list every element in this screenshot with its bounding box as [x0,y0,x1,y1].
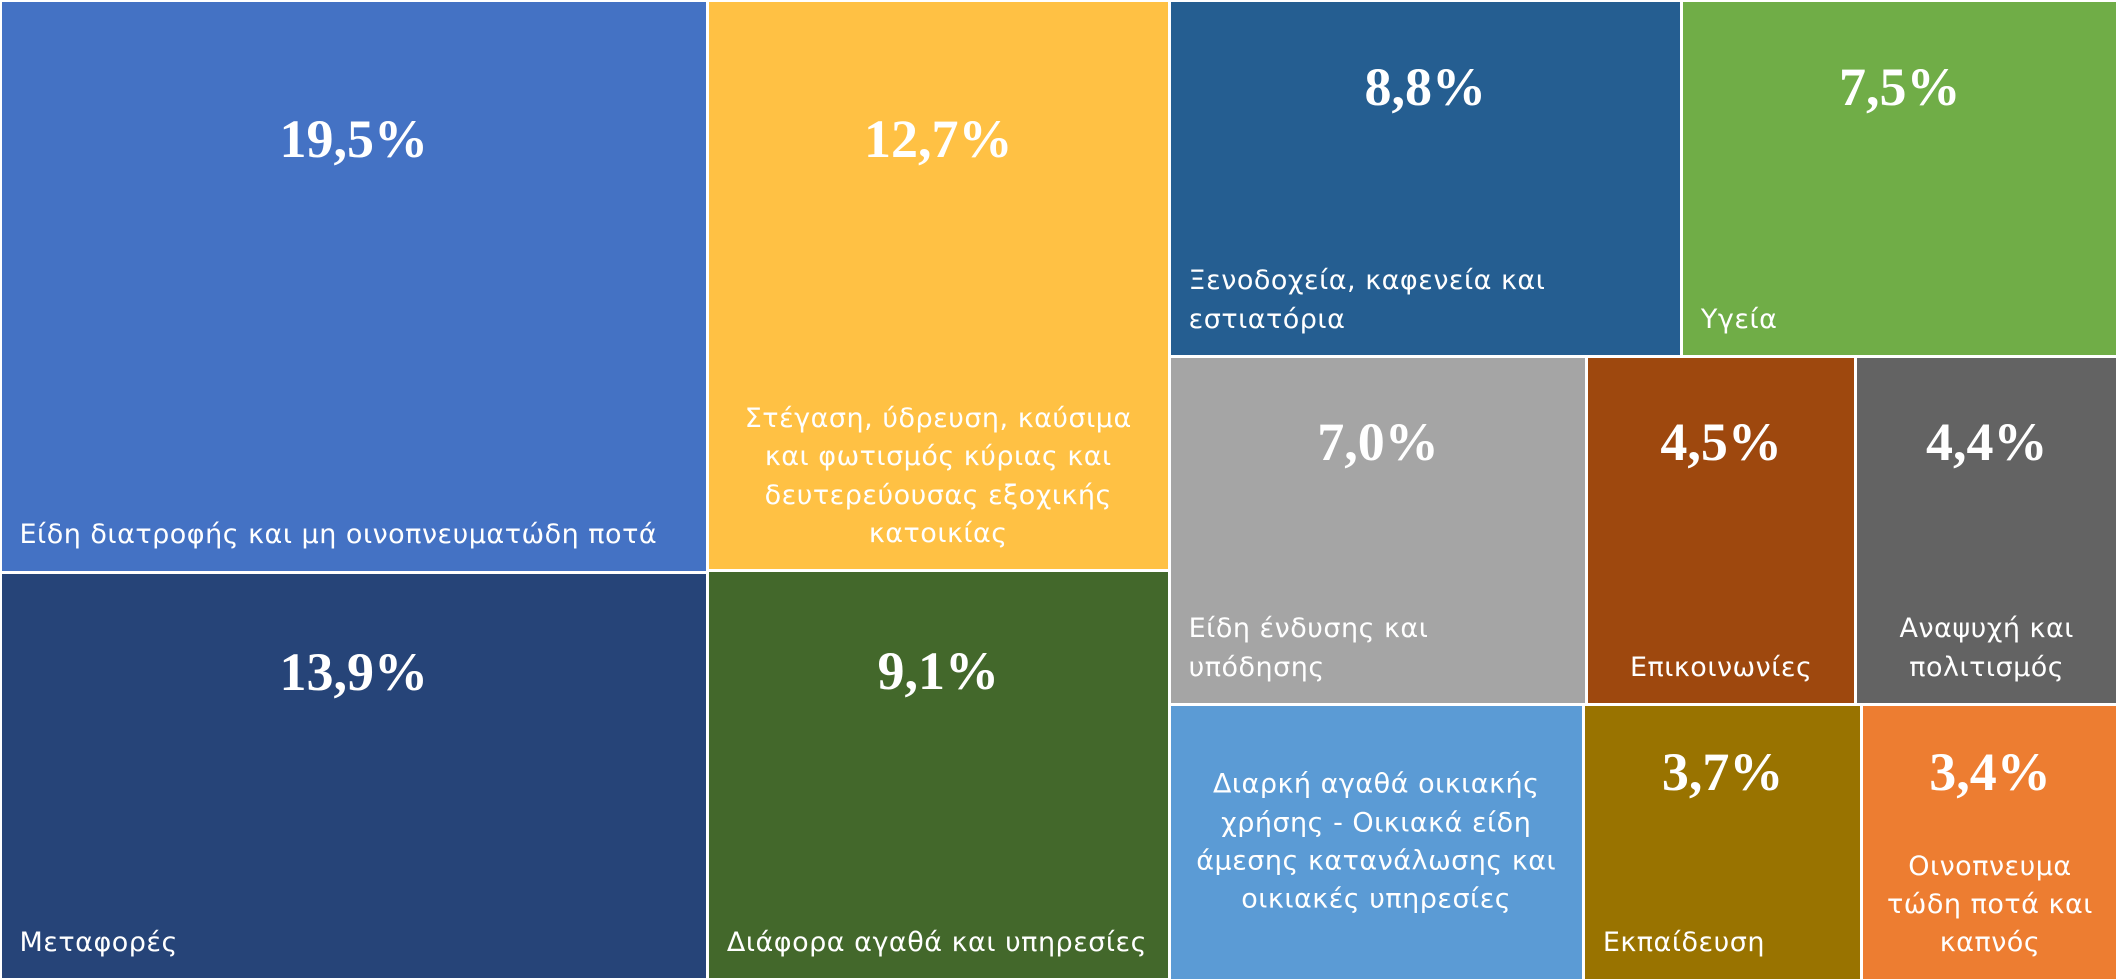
category-label: Διαρκή αγαθά οικιακής χρήσης - Οικιακά ε… [1196,768,1557,915]
value-label: 4,5% [1660,411,1782,472]
value-label: 7,5% [1838,57,1961,118]
treemap-cell: 8,8% Ξενοδοχεία, καφενεία και εστιατόρια [1170,1,1680,356]
treemap-cell: 13,9% Μεταφορές [1,573,706,979]
value-label: 12,7% [864,108,1013,169]
value-label: 3,4% [1929,742,2051,803]
category-label: Επικοινωνίες [1629,651,1813,683]
category-label: Στέγαση, ύδρευση, καύσιμα και φωτισμός κ… [744,403,1132,550]
value-label: 8,8% [1364,57,1487,118]
treemap-cell: 7,5% Υγεία [1682,1,2117,356]
value-label: 13,9% [279,641,428,702]
value-label: 4,4% [1925,411,2048,472]
category-label: Μεταφορές [19,927,178,959]
category-label: Είδη διατροφής και μη οινοπνευματώδη ποτ… [19,519,658,551]
treemap-cell: 3,7% Εκπαίδευση [1584,705,1861,979]
category-label: Εκπαίδευση [1602,927,1765,959]
treemap-cell: 19,5% Είδη διατροφής και μη οινοπνευματώδ… [1,1,706,571]
treemap-cell: 12,7% Στέγαση, ύδρευση, καύσιμα και φωτισ… [708,1,1168,570]
treemap-cell: 9,1% Διάφορα αγαθά και υπηρεσίες [708,572,1168,979]
category-label: Είδη ένδυσης και υπόδησης [1188,613,1429,683]
treemap-cell: 4,4% Αναψυχή και πολιτισμός [1856,358,2117,703]
treemap-cell: Διαρκή αγαθά οικιακής χρήσης - Οικιακά ε… [1170,705,1582,979]
value-label: 19,5% [279,108,428,169]
value-label: 3,7% [1661,742,1784,803]
value-label: 7,0% [1317,411,1439,472]
value-label: 9,1% [877,640,1000,701]
treemap-cell: 4,5% Επικοινωνίες [1588,358,1854,703]
treemap-cell: 3,4% Οινοπνευμα τώδη ποτά και καπνός [1863,705,2117,979]
treemap-cell: 7,0% Είδη ένδυσης και υπόδησης [1170,358,1586,703]
category-label: Οινοπνευμα τώδη ποτά και καπνός [1887,850,2093,959]
category-label: Υγεία [1700,303,1778,335]
category-label: Ξενοδοχεία, καφενεία και εστιατόρια [1188,265,1546,335]
category-label: Διάφορα αγαθά και υπηρεσίες [726,927,1147,959]
category-label: Αναψυχή και πολιτισμός [1899,613,2074,683]
